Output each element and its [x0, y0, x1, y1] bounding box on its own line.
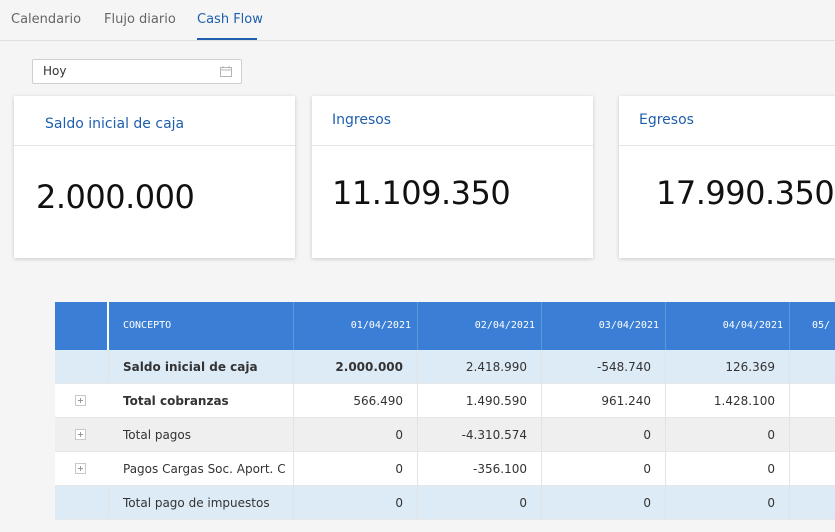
- card-header: Ingresos: [312, 96, 593, 146]
- row-concept: Saldo inicial de caja: [109, 350, 294, 384]
- card-value: 17.990.350: [656, 174, 835, 212]
- table-row: Saldo inicial de caja 2.000.000 2.418.99…: [55, 350, 835, 384]
- row-value: 566.490: [294, 384, 418, 418]
- row-concept: Total pagos: [109, 418, 294, 452]
- tab-bar: Calendario Flujo diario Cash Flow: [0, 0, 835, 41]
- table-row: Pagos Cargas Soc. Aport. C 0 -356.100 0 …: [55, 452, 835, 486]
- card-title: Saldo inicial de caja: [45, 116, 185, 132]
- card-value: 11.109.350: [332, 174, 511, 212]
- row-value: [790, 418, 835, 452]
- expand-column-header: [55, 302, 109, 350]
- card-header: Egresos: [619, 96, 835, 146]
- card-header: Saldo inicial de caja: [14, 96, 295, 146]
- cash-flow-table: CONCEPTO 01/04/2021 02/04/2021 03/04/202…: [55, 302, 835, 532]
- row-value: 1.490.590: [418, 384, 542, 418]
- column-header-date[interactable]: 04/04/2021: [666, 302, 790, 350]
- calendar-icon[interactable]: [220, 66, 232, 77]
- table-header: CONCEPTO 01/04/2021 02/04/2021 03/04/202…: [55, 302, 835, 350]
- column-header-date[interactable]: 01/04/2021: [294, 302, 418, 350]
- expand-plus-icon[interactable]: [75, 395, 86, 406]
- card-value: 2.000.000: [36, 178, 195, 216]
- table-row: Total pago de impuestos 0 0 0 0: [55, 486, 835, 520]
- tab-calendario[interactable]: Calendario: [11, 12, 82, 27]
- row-value: 0: [418, 486, 542, 520]
- card-saldo-inicial: Saldo inicial de caja 2.000.000: [14, 96, 295, 258]
- row-value: -356.100: [418, 452, 542, 486]
- row-value: 0: [542, 486, 666, 520]
- row-value: 961.240: [542, 384, 666, 418]
- expand-plus-icon[interactable]: [75, 463, 86, 474]
- row-value: 2.000.000: [294, 350, 418, 384]
- row-value: 126.369: [666, 350, 790, 384]
- column-header-date[interactable]: 02/04/2021: [418, 302, 542, 350]
- table-row: Total cobranzas 566.490 1.490.590 961.24…: [55, 384, 835, 418]
- expand-plus-icon[interactable]: [75, 429, 86, 440]
- column-header-date[interactable]: 03/04/2021: [542, 302, 666, 350]
- row-expander-cell: [55, 418, 109, 452]
- tab-cash-flow[interactable]: Cash Flow: [197, 12, 263, 27]
- row-value: [790, 350, 835, 384]
- card-title: Egresos: [639, 112, 694, 128]
- row-value: 0: [666, 486, 790, 520]
- row-value: [790, 452, 835, 486]
- date-filter-field[interactable]: [32, 59, 242, 84]
- card-title: Ingresos: [332, 112, 392, 128]
- row-value: 2.418.990: [418, 350, 542, 384]
- table-row: Total pagos 0 -4.310.574 0 0: [55, 418, 835, 452]
- row-concept: Total pago de impuestos: [109, 486, 294, 520]
- row-value: -548.740: [542, 350, 666, 384]
- row-value: 0: [666, 452, 790, 486]
- row-value: 0: [666, 418, 790, 452]
- card-ingresos: Ingresos 11.109.350: [312, 96, 593, 258]
- row-expander-cell: [55, 384, 109, 418]
- column-header-date[interactable]: 05/: [790, 302, 835, 350]
- active-tab-indicator: [197, 38, 257, 40]
- row-expander-cell: [55, 350, 109, 384]
- row-concept: Total cobranzas: [109, 384, 294, 418]
- row-expander-cell: [55, 486, 109, 520]
- row-value: 0: [294, 452, 418, 486]
- row-value: [790, 486, 835, 520]
- row-value: 1.428.100: [666, 384, 790, 418]
- row-expander-cell: [55, 452, 109, 486]
- row-concept: Pagos Cargas Soc. Aport. C: [109, 452, 294, 486]
- date-filter-input[interactable]: [43, 64, 193, 78]
- column-header-concepto[interactable]: CONCEPTO: [109, 302, 294, 350]
- tab-flujo-diario[interactable]: Flujo diario: [104, 12, 176, 27]
- row-value: 0: [294, 418, 418, 452]
- row-value: 0: [542, 418, 666, 452]
- row-value: [790, 384, 835, 418]
- row-value: 0: [294, 486, 418, 520]
- row-value: 0: [542, 452, 666, 486]
- card-egresos: Egresos 17.990.350: [619, 96, 835, 258]
- row-value: -4.310.574: [418, 418, 542, 452]
